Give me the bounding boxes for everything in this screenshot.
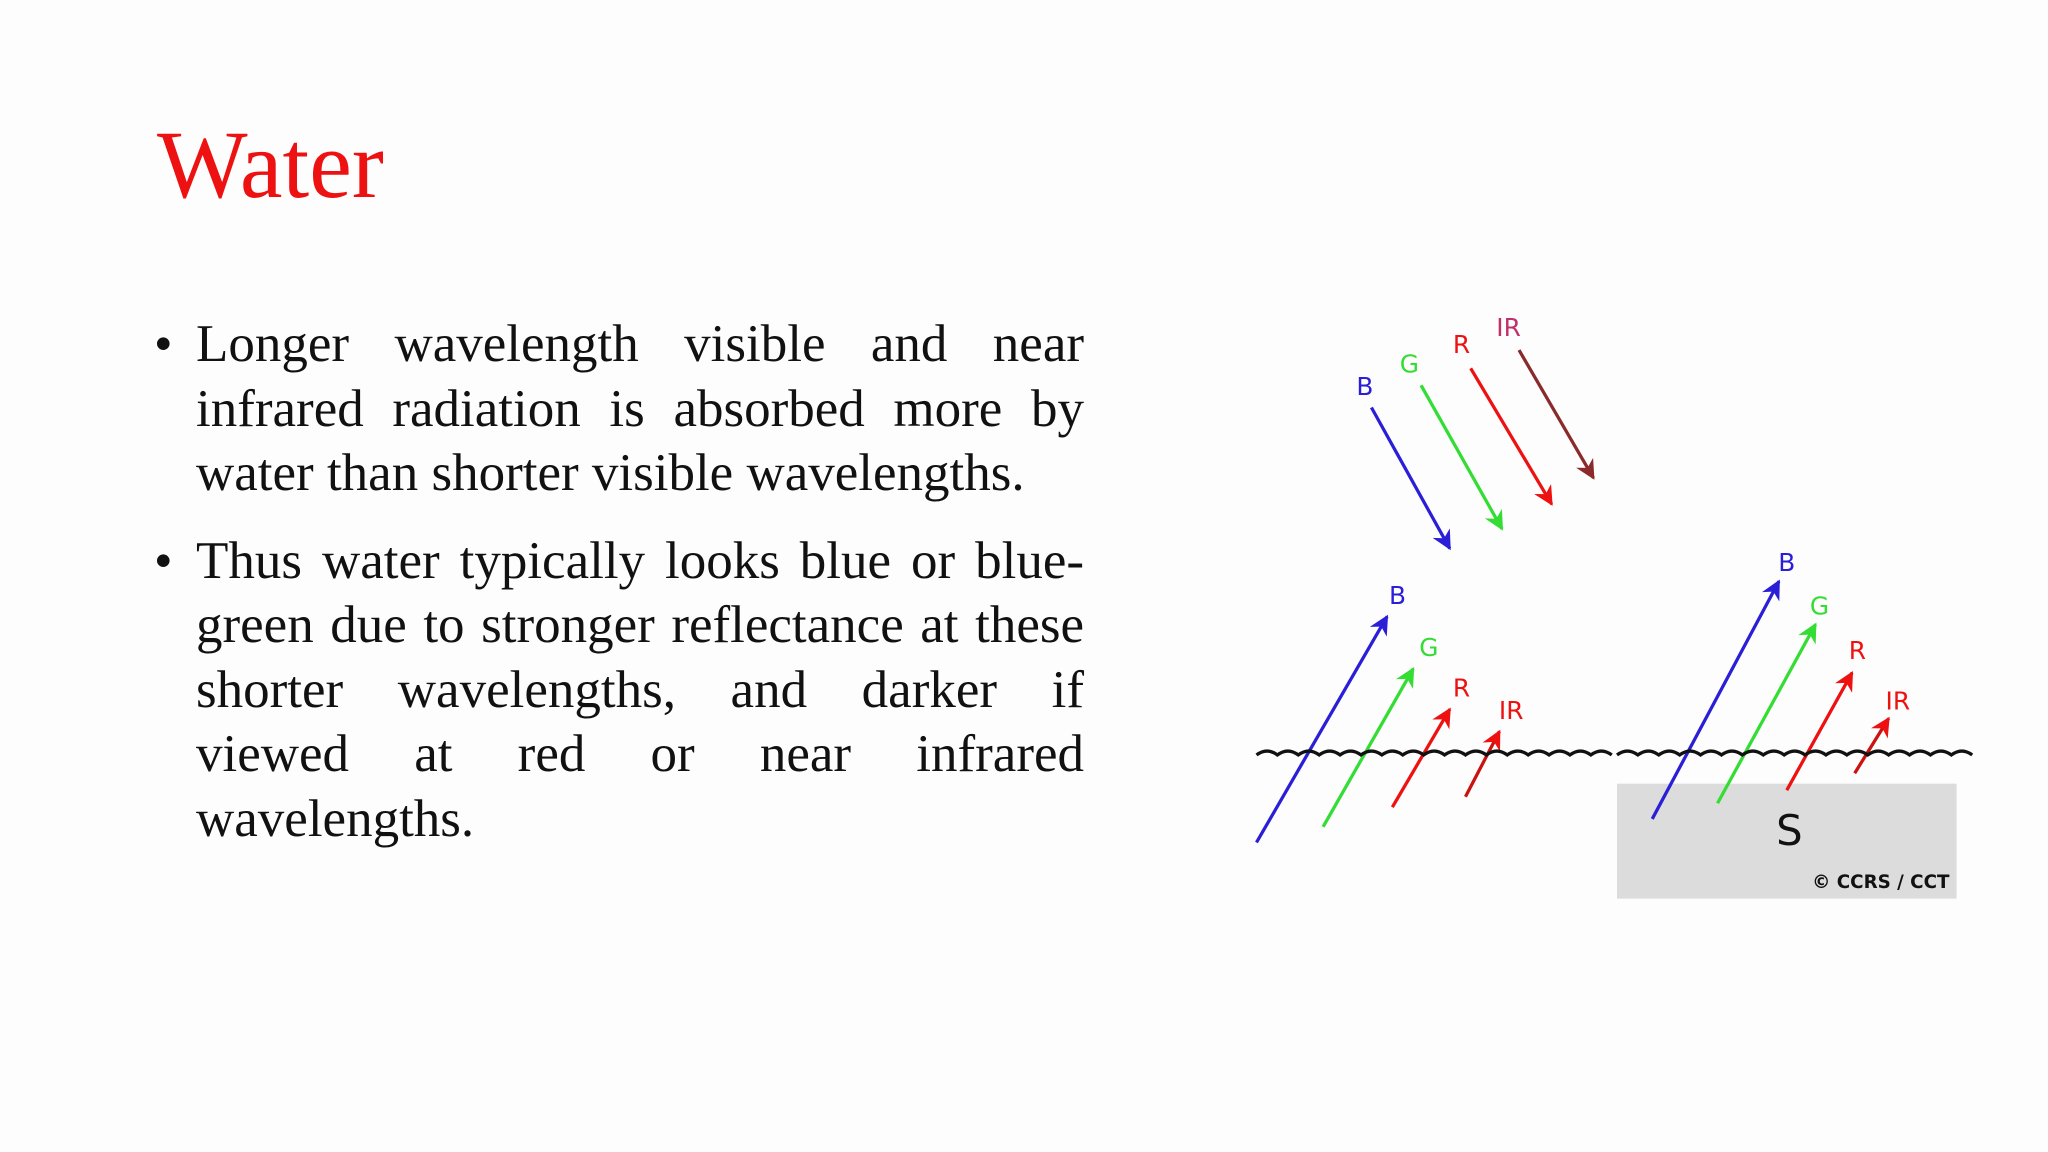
- label: B: [1778, 548, 1795, 577]
- arrow: [1785, 670, 1854, 791]
- bullet-list: Longer wavelength visible and near infra…: [150, 312, 1084, 874]
- soil-block: [1616, 783, 1957, 899]
- arrow: [1419, 384, 1504, 531]
- arrow: [1650, 579, 1781, 820]
- label: IR: [1886, 687, 1911, 716]
- arrow: [1517, 349, 1595, 480]
- water-surface: [1255, 749, 1613, 757]
- label: IR: [1496, 313, 1521, 342]
- arrow: [1469, 367, 1554, 506]
- arrow: [1255, 614, 1389, 844]
- soil-label: S: [1776, 806, 1803, 855]
- slide-title: Water: [157, 111, 384, 218]
- bullet: Thus water typically looks blue or blue-…: [150, 529, 1084, 852]
- label: R: [1849, 636, 1866, 665]
- credit: © CCRS / CCT: [1812, 872, 1950, 893]
- arrow: [1390, 707, 1452, 809]
- label: R: [1453, 330, 1470, 359]
- arrow: [1370, 406, 1452, 551]
- label: R: [1453, 674, 1470, 703]
- arrow: [1853, 716, 1891, 775]
- bullet: Longer wavelength visible and near infra…: [150, 312, 1084, 506]
- arrow: [1321, 667, 1415, 828]
- label: G: [1419, 633, 1438, 662]
- label: B: [1389, 581, 1406, 610]
- arrow: [1464, 729, 1501, 798]
- label: G: [1400, 350, 1419, 379]
- label: G: [1810, 591, 1829, 620]
- water-surface: [1616, 749, 1974, 757]
- label: IR: [1499, 696, 1524, 725]
- arrows: [1255, 349, 1891, 844]
- label: B: [1356, 372, 1373, 401]
- arrow: [1716, 622, 1817, 805]
